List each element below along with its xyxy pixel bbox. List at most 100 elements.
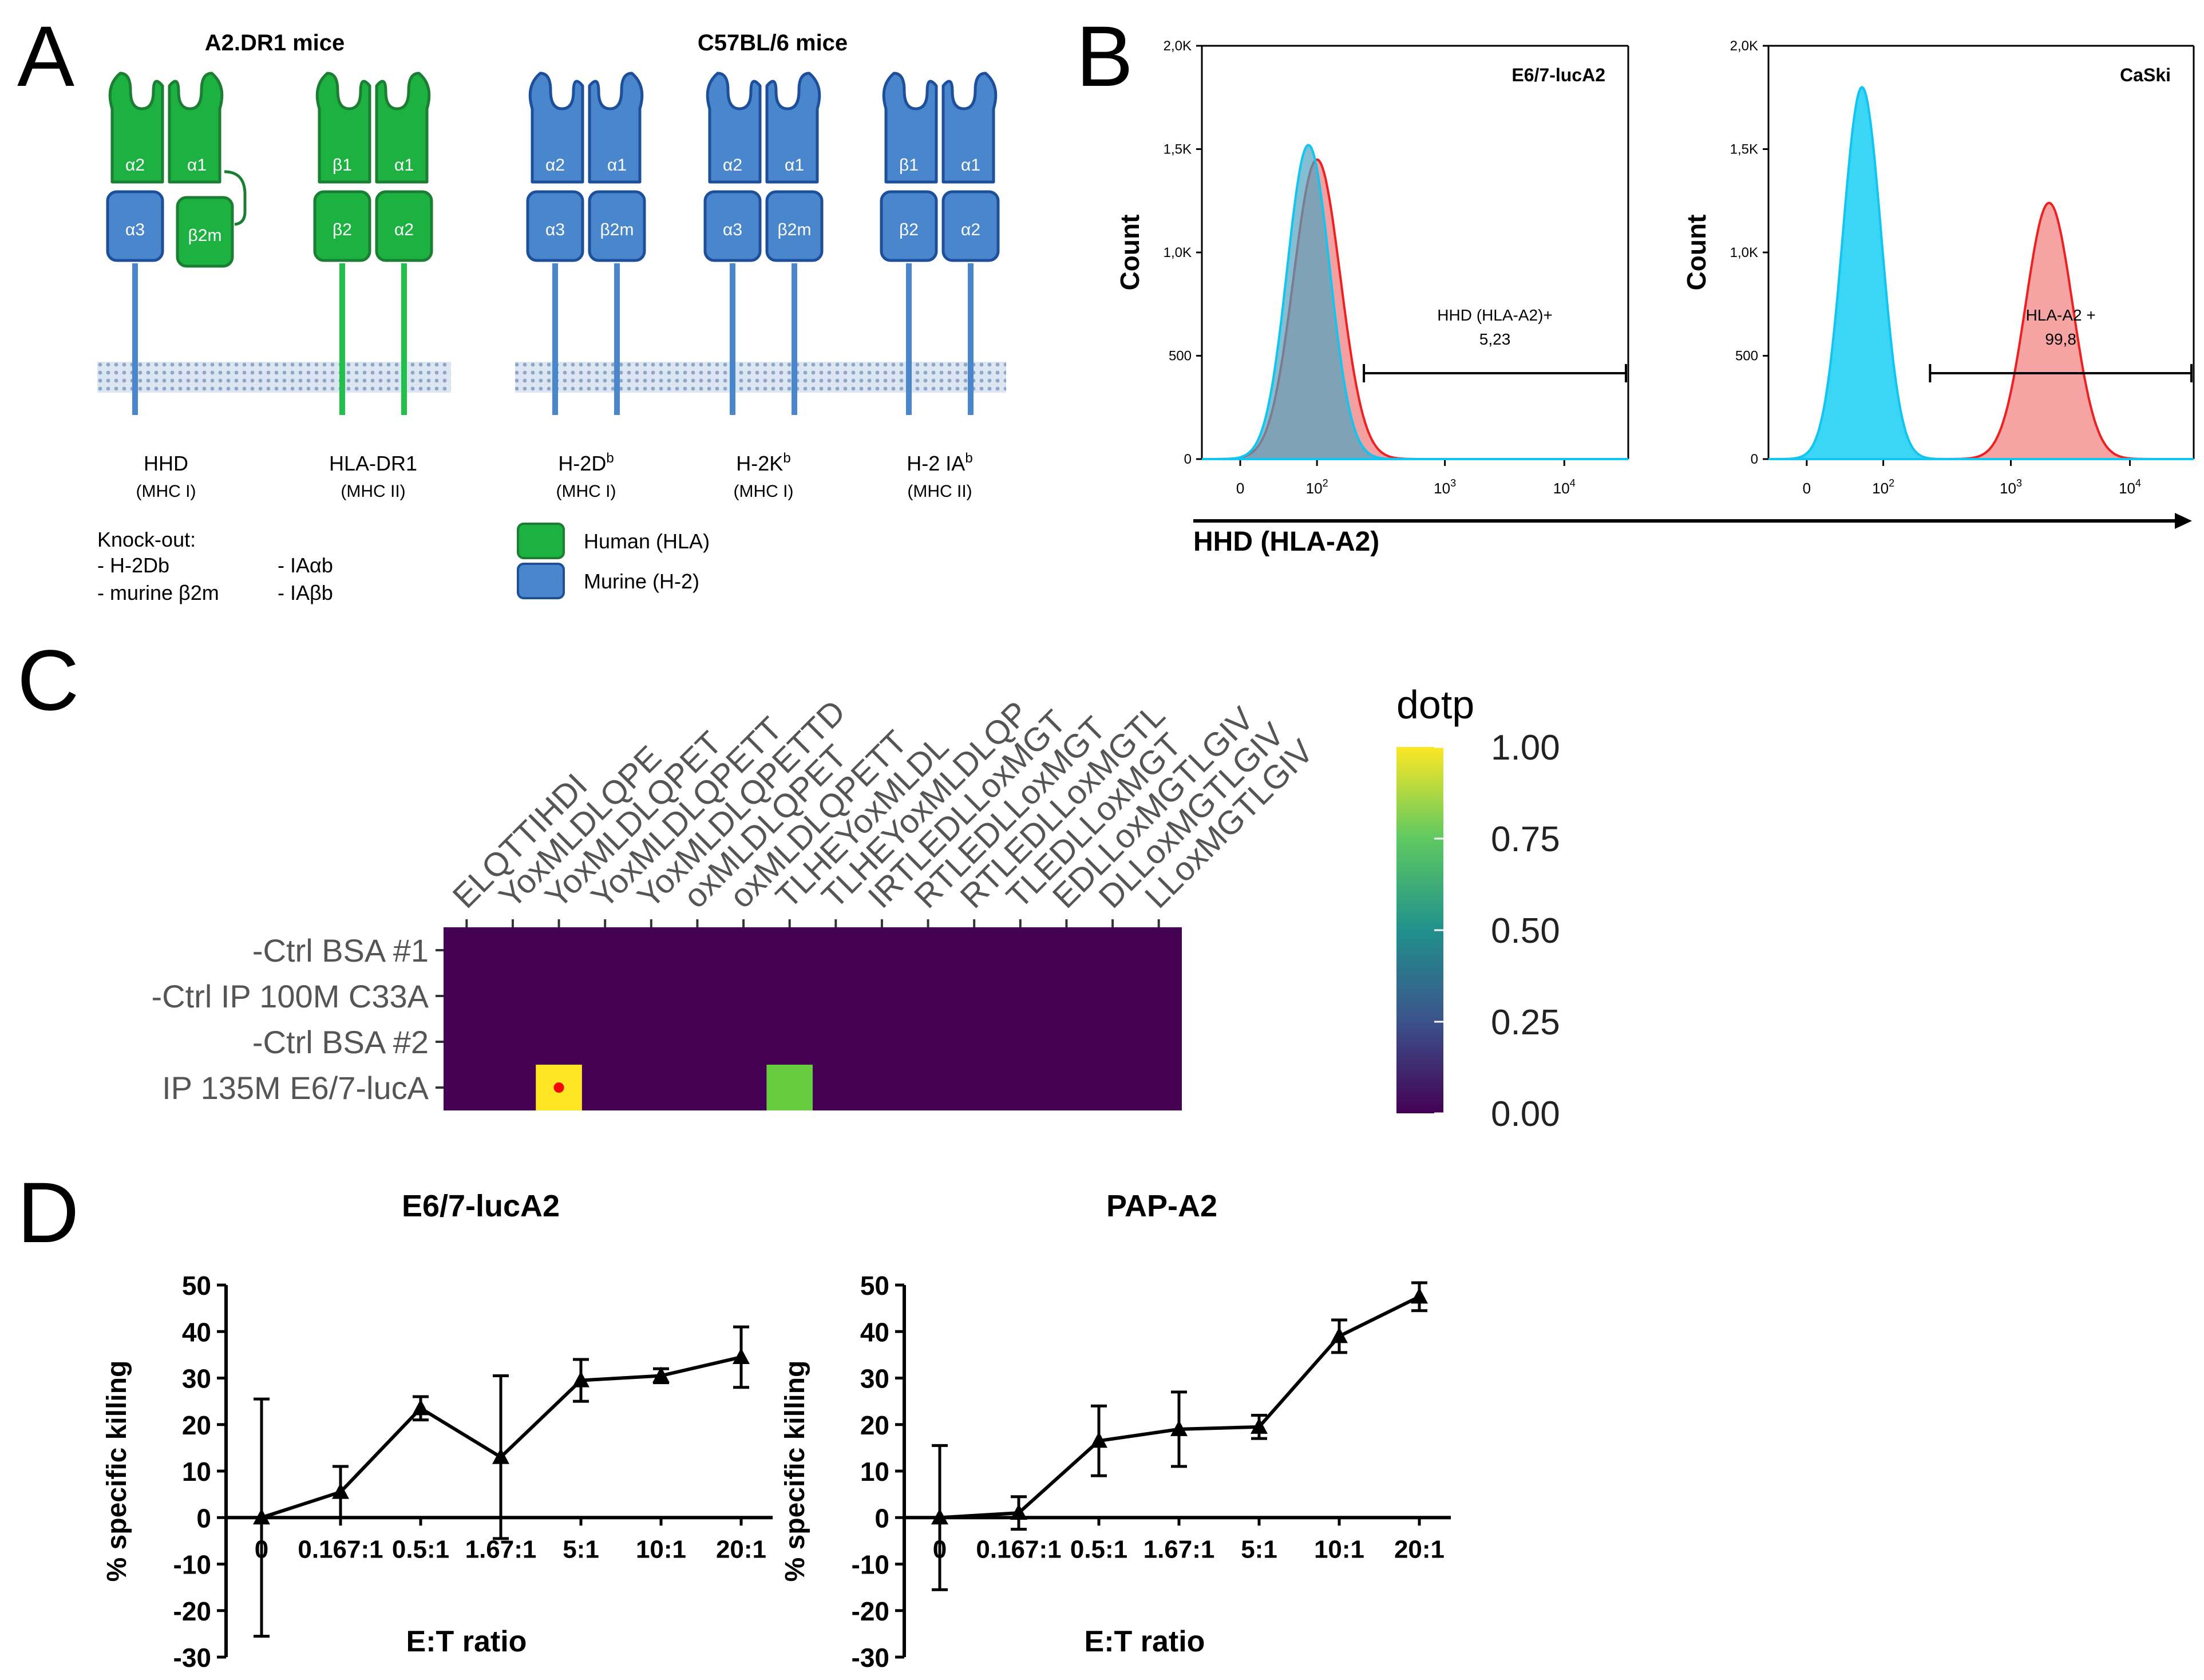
data-point xyxy=(733,1347,750,1364)
legend-tick-label: 0.00 xyxy=(1491,1094,1560,1134)
panel-letter-c: C xyxy=(17,632,79,728)
killing-chart: PAP-A2 -30 -20 -10 0 10 20 30 40 50 % specific kil… xyxy=(780,1189,1451,1673)
y-tick-label: 30 xyxy=(182,1364,211,1394)
domain-label: α2 xyxy=(961,220,980,239)
row-label: -Ctrl BSA #1 xyxy=(252,932,429,969)
y-tick-label: -20 xyxy=(852,1596,889,1626)
gate-value: 99,8 xyxy=(2045,330,2076,348)
domain-label: β2 xyxy=(899,220,919,239)
alpha-domain-top xyxy=(528,72,584,184)
alpha-domain-top xyxy=(706,72,762,184)
panel-d-killing-curves: E6/7-lucA2 -30 -20 -10 0 10 20 30 40 50 % specific… xyxy=(102,1189,1451,1673)
domain-label: α2 xyxy=(394,220,414,239)
domain-label: α1 xyxy=(785,156,804,175)
chart-title: PAP-A2 xyxy=(1106,1189,1217,1223)
panel-a-mhc-diagram: A2.DR1 mice C57BL/6 mice α2 α1 α3 β2m HHD (MH… xyxy=(97,30,1006,604)
domain-label: α2 xyxy=(125,156,145,175)
y-tick-label: 10 xyxy=(860,1457,889,1487)
linker xyxy=(224,170,247,226)
legend-label-human: Human (HLA) xyxy=(584,529,710,553)
beta-domain-bottom xyxy=(880,190,938,262)
x-tick-label: 103 xyxy=(1434,477,1456,497)
beta-domain-bottom xyxy=(526,190,584,262)
y-tick-label: 20 xyxy=(860,1410,889,1440)
y-tick-label: -10 xyxy=(852,1550,889,1580)
data-point xyxy=(253,1508,270,1525)
row-label: IP 135M E6/7-lucA xyxy=(162,1070,429,1106)
row-label: -Ctrl IP 100M C33A xyxy=(152,978,429,1014)
alpha-domain-top xyxy=(941,72,998,184)
x-axis-label-hhd: HHD (HLA-A2) xyxy=(1193,527,1379,557)
alpha-domain-top xyxy=(108,72,164,184)
panel-c-heatmap: ELQTTIHDIYoxMLDLQPEYoxMLDLQPETYoxMLDLQPE… xyxy=(152,682,1560,1134)
x-tick-label: 1.67:1 xyxy=(1143,1535,1215,1563)
domain-label: β2m xyxy=(778,220,812,239)
y-tick-label: 20 xyxy=(182,1410,211,1440)
domain-label: α3 xyxy=(545,220,565,239)
alpha-domain-top xyxy=(882,72,938,184)
panel-letter-b: B xyxy=(1076,8,1133,104)
domain-label: α1 xyxy=(607,156,627,175)
y-axis-title: % specific killing xyxy=(102,1361,132,1582)
domain-label: β1 xyxy=(899,156,919,175)
y-tick-label: -10 xyxy=(173,1550,211,1580)
domain-label: α1 xyxy=(187,156,207,175)
y-tick-label: -30 xyxy=(852,1643,889,1673)
y-tick-label: 40 xyxy=(182,1317,211,1347)
alpha-domain-top xyxy=(588,72,644,184)
y-tick-label: 1,0K xyxy=(1164,245,1192,260)
x-axis-title: E:T ratio xyxy=(406,1625,527,1658)
y-axis-title: % specific killing xyxy=(780,1361,810,1582)
mhc-molecule: β1 α1 β2 α2 HLA-DR1 (MHC II) xyxy=(313,72,433,501)
mhc-molecule: α2 α1 α3 β2m HHD (MHC I) xyxy=(106,72,247,501)
x-tick-label: 0 xyxy=(1803,480,1811,497)
alpha-domain-top xyxy=(375,72,431,184)
y-tick-label: -20 xyxy=(173,1596,211,1626)
mhc-molecule: β1 α1 β2 α2 H-2 IAb (MHC II) xyxy=(880,72,1000,501)
heatmap-cell xyxy=(766,1065,813,1110)
mhc-molecule: α2 α1 α3 β2m H-2Db (MHC I) xyxy=(526,72,646,501)
group-title-a2dr1: A2.DR1 mice xyxy=(205,30,345,56)
flow-histogram: 0 500 1,0K 1,5K 2,0K 0 102 103 104 E6/7-lucA2 HHD … xyxy=(1115,38,1629,497)
alpha-domain-top xyxy=(315,72,371,184)
beta-domain-bottom xyxy=(375,190,433,262)
data-point xyxy=(931,1508,948,1525)
legend-tick-label: 0.50 xyxy=(1491,911,1560,951)
beta-domain-bottom xyxy=(703,190,762,262)
mhc-class-label: (MHC I) xyxy=(734,482,794,501)
domain-label: β2m xyxy=(600,220,634,239)
x-tick-label: 5:1 xyxy=(1241,1535,1277,1563)
legend-tick-label: 0.75 xyxy=(1491,820,1560,859)
data-point xyxy=(412,1399,429,1416)
domain-label: α1 xyxy=(961,156,980,175)
x-tick-label: 10:1 xyxy=(636,1535,686,1563)
y-tick-label: 1,5K xyxy=(1730,142,1758,157)
gate-label: HHD (HLA-A2)+ xyxy=(1437,306,1552,324)
alpha-domain-top xyxy=(765,72,821,184)
y-tick-label: 500 xyxy=(1169,349,1192,364)
x-tick-label: 0.167:1 xyxy=(298,1535,383,1563)
beta-domain-bottom xyxy=(176,196,234,268)
knockout-item-b2m: - murine β2m xyxy=(97,581,219,604)
beta-domain-bottom xyxy=(588,190,646,262)
molecule-name: HLA-DR1 xyxy=(329,452,417,475)
data-point xyxy=(1090,1432,1107,1448)
y-axis-title: Count xyxy=(1115,215,1145,291)
gate-value: 5,23 xyxy=(1479,330,1511,348)
domain-label: β1 xyxy=(333,156,352,175)
data-point xyxy=(1411,1287,1428,1304)
data-point xyxy=(652,1366,670,1383)
x-tick-label: 20:1 xyxy=(1394,1535,1445,1563)
knockout-title: Knock-out: xyxy=(97,528,196,551)
y-tick-label: 2,0K xyxy=(1730,38,1758,54)
mhc-class-label: (MHC I) xyxy=(136,482,196,501)
histogram-curve xyxy=(1202,144,1628,460)
gate-label: HLA-A2 + xyxy=(2026,306,2096,324)
group-title-c57bl6: C57BL/6 mice xyxy=(698,30,848,56)
legend-swatch-murine xyxy=(517,563,565,599)
molecule-name: HHD xyxy=(144,452,188,475)
x-tick-label: 0.5:1 xyxy=(1070,1535,1127,1563)
x-tick-label: 102 xyxy=(1872,477,1894,497)
mhc-class-label: (MHC II) xyxy=(341,482,405,501)
beta-domain-bottom xyxy=(106,190,164,262)
